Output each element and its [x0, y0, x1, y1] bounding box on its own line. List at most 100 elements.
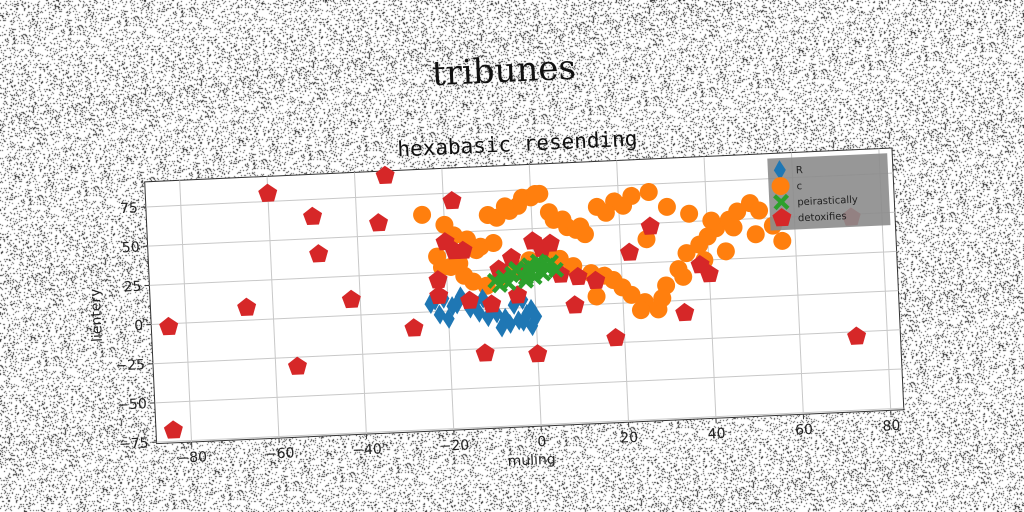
y-tick-label: 50 — [122, 240, 141, 257]
point-diamond — [495, 317, 508, 338]
x-axis-label: muling — [507, 452, 556, 470]
point-circle — [467, 241, 486, 260]
point-pentagon — [482, 294, 502, 313]
legend-box — [767, 153, 891, 231]
x-tick-label: −20 — [439, 437, 469, 454]
point-circle — [750, 201, 769, 220]
x-tick-label: −80 — [177, 449, 207, 466]
point-diamond — [424, 294, 437, 314]
point-circle — [637, 230, 656, 249]
y-tick-label: −50 — [117, 396, 147, 413]
x-tick-label: 0 — [537, 434, 547, 450]
point-pentagon — [501, 247, 521, 267]
x-axis-ticks: −80 −60 −40 −20 0 20 40 60 80 — [177, 410, 901, 467]
point-pentagon — [429, 285, 449, 305]
point-circle — [639, 183, 658, 202]
legend-label: R — [796, 165, 803, 176]
point-pentagon — [303, 206, 323, 226]
point-pentagon — [442, 190, 462, 210]
point-diamond — [530, 306, 543, 327]
legend-marker — [772, 208, 792, 227]
point-pentagon — [369, 213, 389, 232]
point-pentagon — [375, 165, 395, 185]
point-circle — [716, 242, 735, 261]
point-pentagon — [237, 297, 257, 316]
point-pentagon — [528, 344, 548, 363]
data-points — [159, 165, 867, 439]
gridline-x — [353, 172, 367, 435]
point-circle — [495, 197, 514, 216]
point-circle — [539, 203, 558, 222]
point-circle — [680, 204, 699, 223]
point-circle — [525, 185, 544, 204]
point-circle — [657, 197, 676, 216]
point-circle — [724, 218, 743, 237]
point-diamond — [482, 307, 495, 328]
point-circle — [653, 289, 672, 308]
point-pentagon — [428, 270, 448, 289]
x-tick-label: −40 — [352, 441, 382, 458]
point-x — [534, 265, 552, 282]
point-x — [547, 261, 565, 279]
point-pentagon — [453, 240, 473, 260]
point-circle — [728, 202, 747, 221]
gridline-x — [528, 164, 542, 427]
x-tick-label: 60 — [795, 422, 814, 439]
point-pentagon — [475, 343, 495, 362]
y-tick-label: 25 — [123, 279, 142, 296]
y-tick-label: −25 — [115, 357, 145, 374]
legend-marker — [771, 177, 790, 196]
point-pentagon — [540, 233, 560, 252]
x-tick-label: 80 — [882, 418, 901, 435]
point-pentagon — [675, 302, 695, 322]
point-pentagon — [699, 264, 719, 283]
y-axis-ticks: 75 50 25 0 −25 −50 −75 — [115, 200, 157, 453]
point-circle — [674, 267, 693, 286]
point-x — [491, 276, 508, 294]
point-diamond — [507, 294, 520, 315]
legend-marker — [773, 160, 786, 181]
point-circle — [773, 231, 792, 250]
point-diamond — [442, 308, 455, 329]
point-circle — [413, 205, 432, 224]
point-pentagon — [847, 326, 867, 345]
point-circle — [631, 301, 650, 320]
legend-label: detoxifies — [798, 211, 847, 224]
gridline-y — [156, 407, 904, 443]
point-diamond — [450, 294, 463, 315]
point-pentagon — [489, 259, 509, 278]
point-pentagon — [460, 290, 480, 309]
point-diamond — [517, 311, 530, 332]
point-pentagon — [619, 242, 639, 261]
plot-area: −80 −60 −40 −20 0 20 40 60 80 75 50 25 0 −25 −50 −75 h… — [88, 127, 905, 470]
point-x — [529, 253, 547, 270]
point-pentagon — [163, 420, 183, 439]
point-circle — [587, 287, 606, 306]
point-pentagon — [404, 318, 424, 337]
point-circle — [571, 217, 590, 236]
point-pentagon — [606, 327, 626, 347]
point-circle — [553, 210, 572, 229]
point-pentagon — [565, 295, 585, 314]
y-tick-label: 0 — [134, 318, 144, 334]
point-circle — [746, 225, 765, 244]
gridline-x — [703, 156, 717, 419]
point-diamond — [526, 316, 539, 337]
chart-title: hexabasic resending — [397, 127, 638, 162]
gridline-x — [179, 180, 193, 443]
point-x — [538, 257, 556, 274]
legend: Rc peirastically detoxifies — [767, 153, 891, 231]
gridline-y — [152, 329, 901, 365]
x-tick-label: −60 — [265, 445, 295, 462]
point-circle — [622, 285, 641, 304]
suptitle: tribunes — [431, 48, 577, 94]
x-tick-label: 20 — [620, 430, 639, 447]
point-pentagon — [287, 356, 307, 375]
point-x — [508, 260, 525, 277]
y-tick-label: 75 — [120, 200, 139, 217]
point-circle — [484, 234, 503, 253]
point-pentagon — [568, 266, 588, 286]
point-pentagon — [258, 183, 278, 202]
point-pentagon — [586, 270, 606, 290]
gridline-x — [266, 176, 280, 439]
